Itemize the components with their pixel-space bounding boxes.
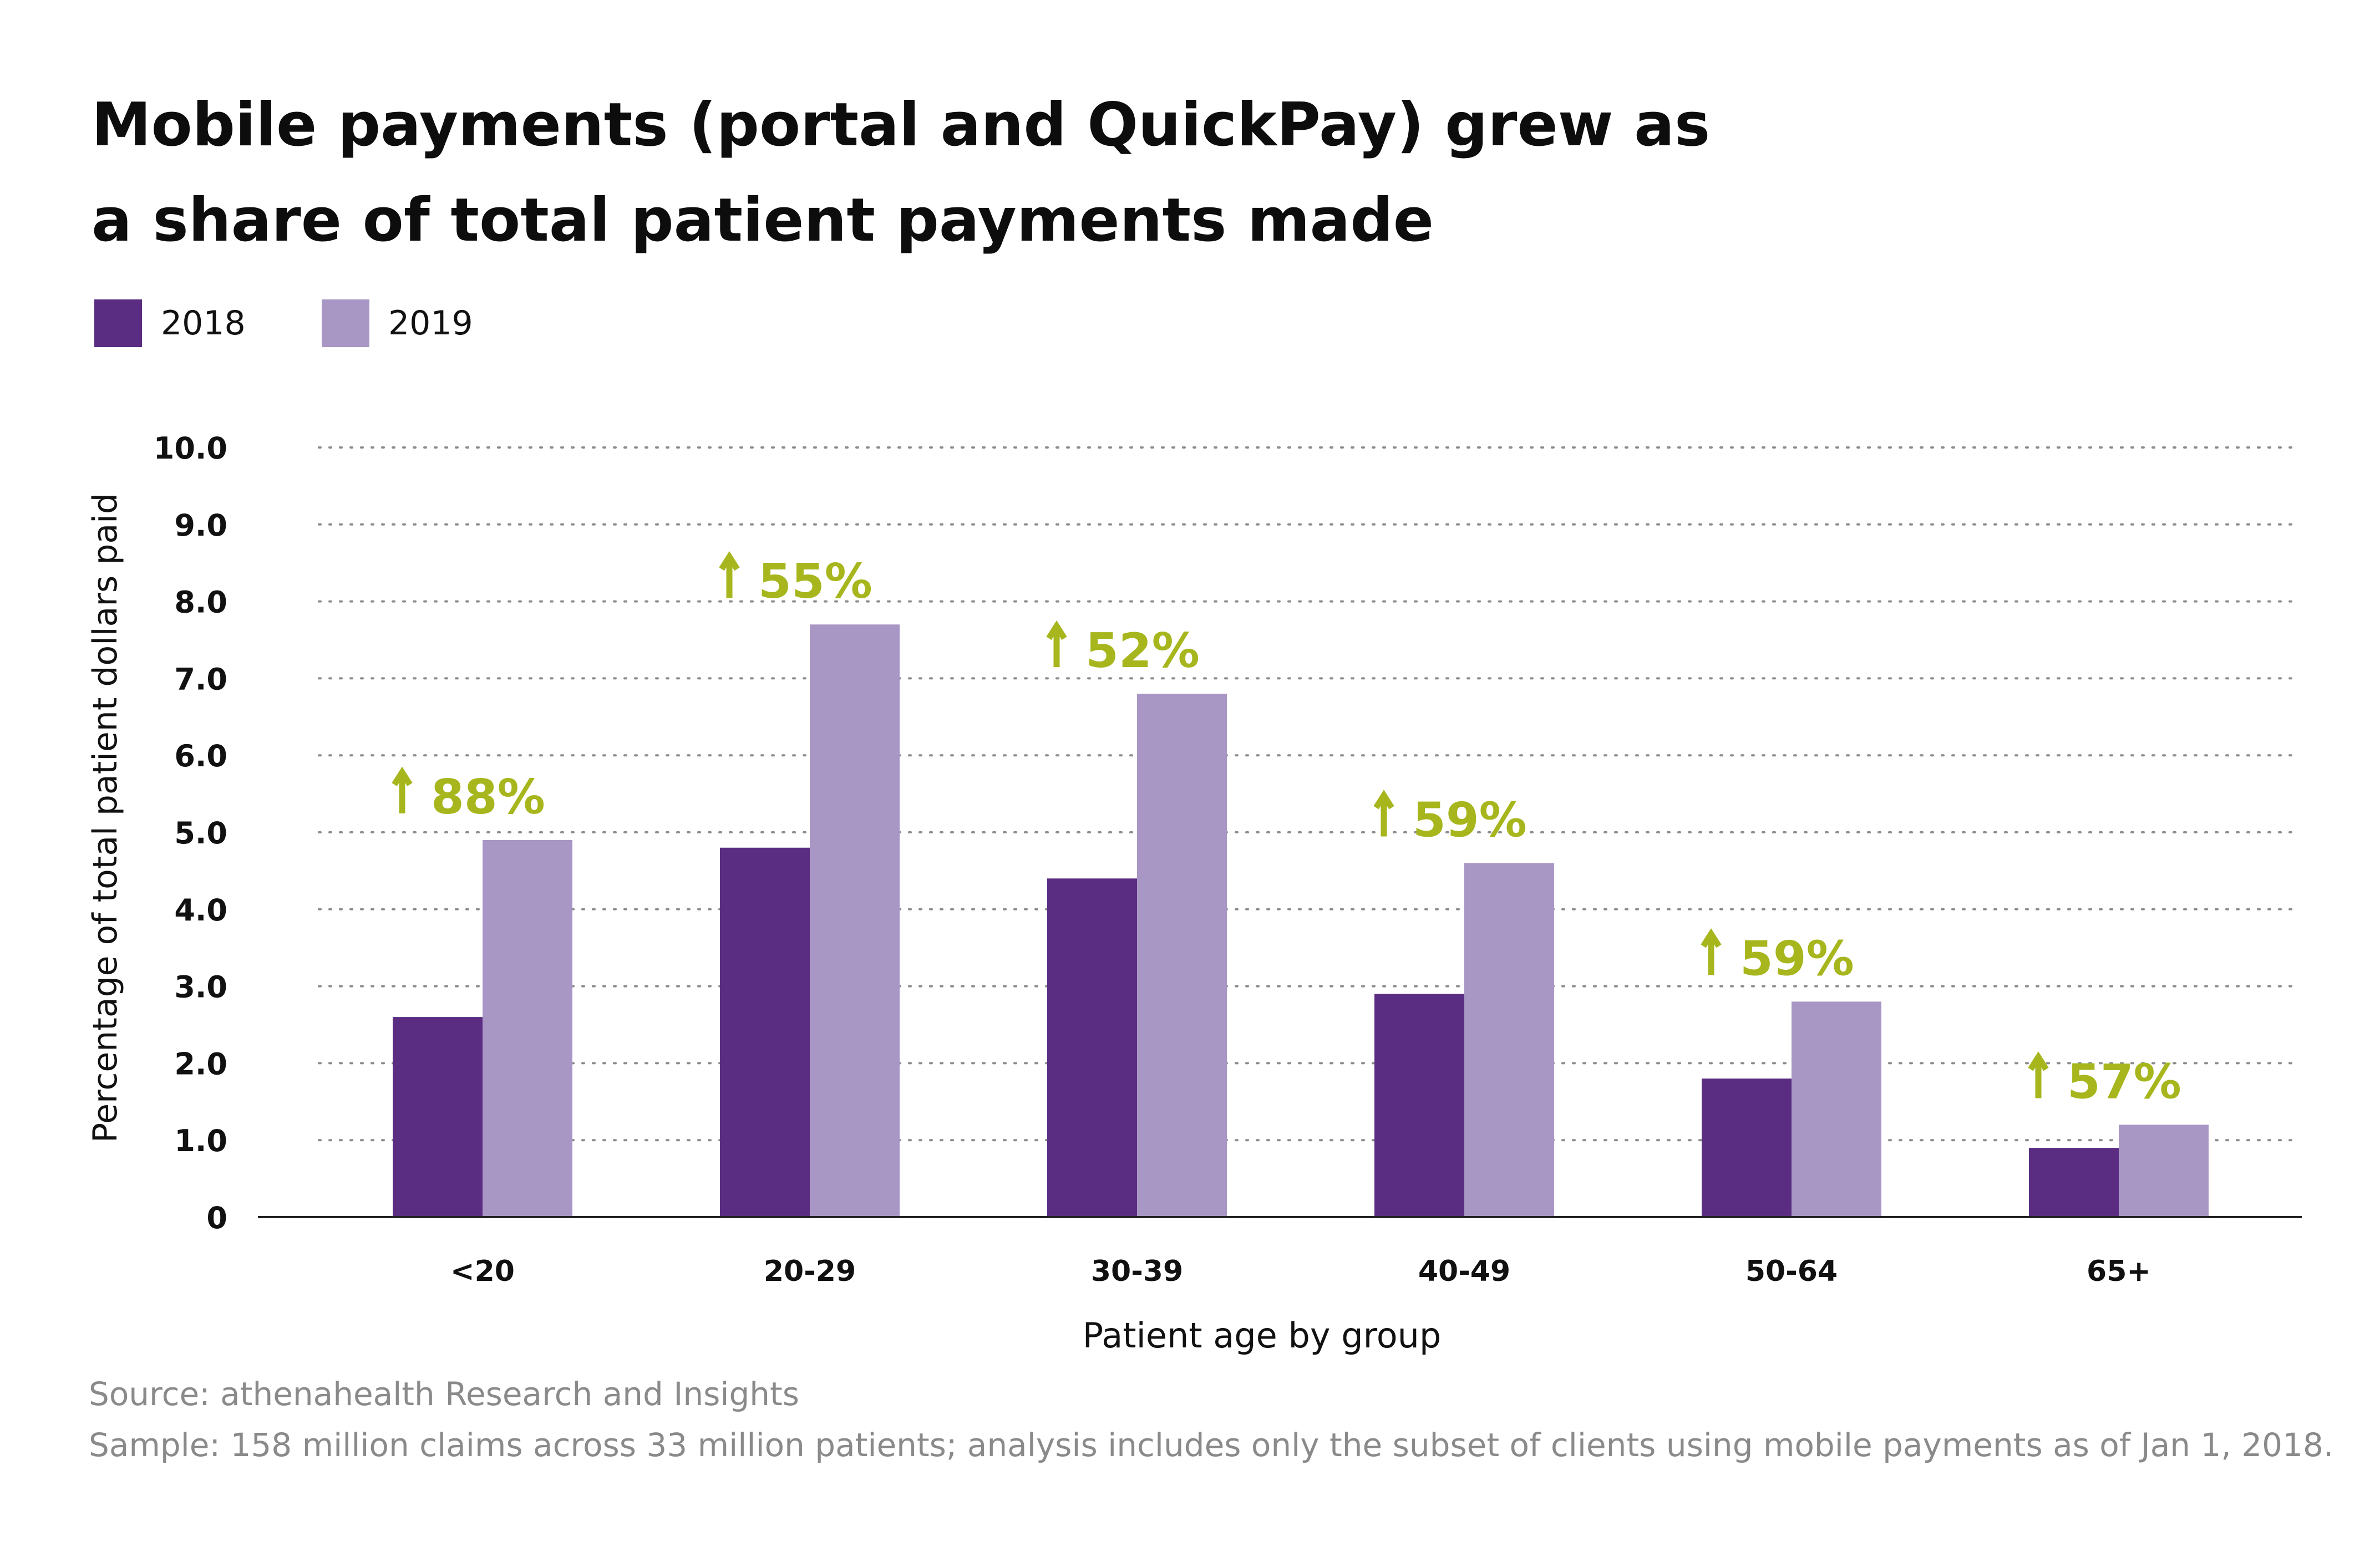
bar-2018-3039 <box>1047 878 1137 1217</box>
chart-title: Mobile payments (portal and QuickPay) gr… <box>92 78 1866 268</box>
chart-title-line-2: a share of total patient payments made <box>92 186 1434 255</box>
bar-2018-65 <box>2029 1148 2119 1217</box>
bar-2018-20 <box>393 1017 483 1217</box>
source-note: Source: athenahealth Research and Insigh… <box>89 1375 800 1413</box>
up-arrow-icon <box>392 766 413 813</box>
bar-2018-4049 <box>1374 994 1464 1217</box>
y-tick-label: 7.0 <box>174 662 227 696</box>
y-tick-label: 9.0 <box>174 508 227 543</box>
growth-label: 59% <box>1740 931 1854 986</box>
legend-label-2019: 2019 <box>388 304 473 343</box>
x-tick-label: <20 <box>450 1255 515 1288</box>
y-tick-label: 2.0 <box>174 1046 227 1081</box>
up-arrow-icon <box>1046 620 1067 668</box>
up-arrow-icon <box>2028 1051 2049 1098</box>
growth-label: 55% <box>758 554 872 609</box>
bar-2018-5064 <box>1702 1078 1792 1217</box>
x-tick-label: 40-49 <box>1418 1255 1510 1288</box>
sample-note: Sample: 158 million claims across 33 mil… <box>89 1426 2334 1464</box>
up-arrow-icon <box>1373 790 1394 837</box>
x-tick-label: 65+ <box>2087 1255 2151 1288</box>
x-axis-title: Patient age by group <box>1083 1315 1442 1356</box>
bar-2019-65 <box>2119 1125 2209 1217</box>
growth-label: 57% <box>2067 1054 2181 1110</box>
bar-2019-4049 <box>1464 863 1554 1217</box>
legend-swatch-2019 <box>322 299 369 347</box>
legend-label-2018: 2018 <box>161 304 246 343</box>
y-tick-label: 8.0 <box>174 585 227 620</box>
x-tick-label: 30-39 <box>1091 1255 1183 1288</box>
legend-item-2019: 2019 <box>322 299 473 347</box>
bar-2019-2029 <box>810 624 900 1217</box>
y-tick-label: 0 <box>206 1200 227 1235</box>
y-tick-label: 6.0 <box>174 739 227 774</box>
y-tick-label: 4.0 <box>174 893 227 928</box>
y-tick-label: 3.0 <box>174 970 227 1005</box>
legend-item-2018: 2018 <box>94 299 246 347</box>
growth-label: 88% <box>431 770 545 825</box>
y-tick-label: 10.0 <box>154 431 227 466</box>
bar-2019-3039 <box>1137 694 1227 1217</box>
up-arrow-icon <box>719 551 740 598</box>
x-tick-label: 20-29 <box>764 1255 856 1288</box>
growth-label: 52% <box>1085 623 1200 679</box>
x-tick-label: 50-64 <box>1745 1255 1838 1288</box>
y-axis-title: Percentage of total patient dollars paid <box>86 493 125 1143</box>
bar-2019-20 <box>483 839 572 1217</box>
up-arrow-icon <box>1701 928 1722 975</box>
bar-2018-2029 <box>720 847 810 1217</box>
y-tick-label: 1.0 <box>174 1123 227 1158</box>
legend-swatch-2018 <box>94 299 142 347</box>
bar-2019-5064 <box>1792 1001 1881 1217</box>
chart-title-line-1: Mobile payments (portal and QuickPay) gr… <box>92 90 1711 160</box>
y-tick-label: 5.0 <box>174 816 227 851</box>
growth-label: 59% <box>1413 793 1527 848</box>
